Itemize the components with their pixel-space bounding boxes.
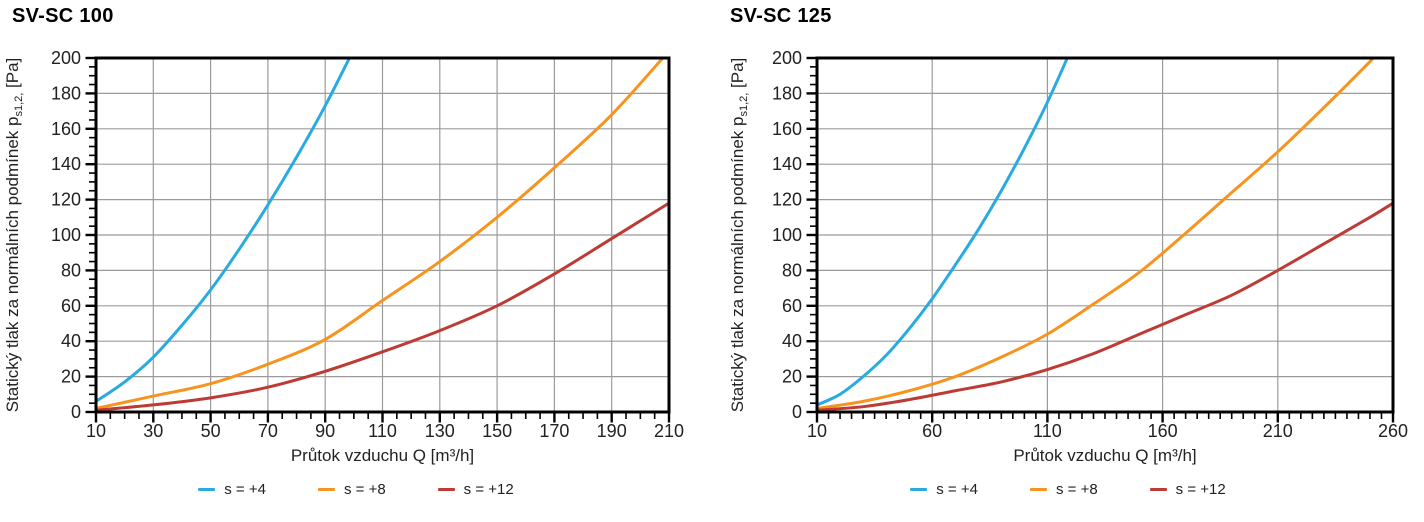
legend-item: s = +12 <box>1149 481 1226 498</box>
y-axis-label-subscript: s1,2, <box>13 93 25 117</box>
curve-s+12 <box>817 201 1393 412</box>
pressure-drop-chart: 10 30 50 70 90 110 130 150 170 190 210 0 20 40 60 80 100… <box>3 48 684 465</box>
legend-line-swatch <box>1029 488 1047 491</box>
y-tick-label: 40 <box>782 331 802 351</box>
y-tick-label: 160 <box>51 119 81 139</box>
legend-item: s = +8 <box>317 481 386 498</box>
gridlines <box>96 58 669 412</box>
legend-line-swatch <box>1149 488 1167 491</box>
y-tick-label: 60 <box>782 296 802 316</box>
curve-s+8 <box>96 58 665 410</box>
y-tick-label: 140 <box>772 154 802 174</box>
x-tick-label: 10 <box>807 421 827 441</box>
axis-ticks <box>806 56 1395 423</box>
curve-s+4 <box>817 58 1069 407</box>
y-tick-label: 100 <box>772 225 802 245</box>
legend-label: s = +4 <box>936 481 978 498</box>
chart-panel-sv-sc-125: SV-SC 125 10 60 110 160 210 260 0 20 40 60 80 100 12… <box>712 0 1424 522</box>
y-tick-label: 120 <box>772 190 802 210</box>
legend-label: s = +12 <box>1175 481 1226 498</box>
tick-labels: 10 30 50 70 90 110 130 150 170 190 210 0 20 40 60 80 100… <box>51 48 684 441</box>
chart-title: SV-SC 125 <box>730 5 832 27</box>
legend-label: s = +8 <box>1055 481 1098 498</box>
x-tick-label: 170 <box>539 421 569 441</box>
legend-line-swatch <box>198 488 216 491</box>
legend-item: s = +4 <box>910 481 978 498</box>
y-axis-label: Statický tlak za normálních podmínek ps1… <box>728 58 750 413</box>
curve-s+12 <box>96 201 669 412</box>
legend-line-swatch <box>317 488 335 491</box>
y-tick-label: 140 <box>51 154 81 174</box>
legend-item: s = +4 <box>198 481 266 498</box>
y-tick-label: 160 <box>772 119 802 139</box>
legend-label: s = +12 <box>463 481 514 498</box>
legend-item: s = +8 <box>1029 481 1098 498</box>
chart-panel-sv-sc-100: SV-SC 100 10 30 50 70 90 110 130 150 170 190 210 0 2… <box>0 5 712 498</box>
x-tick-label: 30 <box>143 421 163 441</box>
x-tick-label: 210 <box>654 421 684 441</box>
curve-s+4 <box>96 58 352 403</box>
x-tick-label: 110 <box>1033 421 1062 441</box>
x-axis-label: Průtok vzduchu Q [m³/h] <box>1013 446 1196 465</box>
gridlines <box>817 58 1393 412</box>
y-axis-label-subscript: s1,2, <box>738 93 750 117</box>
y-tick-label: 80 <box>782 260 802 280</box>
x-tick-label: 210 <box>1263 421 1293 441</box>
y-tick-label: 180 <box>51 83 81 103</box>
x-axis-label: Průtok vzduchu Q [m³/h] <box>291 446 474 465</box>
x-tick-label: 110 <box>368 421 397 441</box>
x-tick-label: 190 <box>597 421 627 441</box>
y-tick-label: 20 <box>61 367 81 387</box>
axis-ticks <box>85 56 671 423</box>
x-tick-label: 160 <box>1148 421 1178 441</box>
curve-s+8 <box>817 58 1376 410</box>
x-tick-label: 130 <box>425 421 455 441</box>
chart-legend: s = +4 s = +8 s = +12 <box>712 481 1424 498</box>
y-tick-label: 20 <box>782 367 802 387</box>
y-tick-label: 120 <box>51 190 81 210</box>
y-tick-label: 0 <box>71 402 81 422</box>
legend-label: s = +4 <box>224 481 266 498</box>
tick-labels: 10 60 110 160 210 260 0 20 40 60 80 100 120 140 160 180… <box>772 48 1408 441</box>
y-tick-label: 200 <box>772 48 802 68</box>
y-tick-label: 100 <box>51 225 81 245</box>
legend-line-swatch <box>437 488 455 491</box>
x-tick-label: 60 <box>922 421 942 441</box>
legend-line-swatch <box>910 488 928 491</box>
pressure-drop-chart: 10 60 110 160 210 260 0 20 40 60 80 100 120 140 160 180… <box>728 48 1408 465</box>
x-tick-label: 150 <box>482 421 512 441</box>
x-tick-label: 70 <box>258 421 278 441</box>
x-tick-label: 90 <box>315 421 335 441</box>
x-tick-label: 50 <box>201 421 221 441</box>
y-tick-label: 0 <box>792 402 802 422</box>
chart-title: SV-SC 100 <box>12 5 114 27</box>
y-tick-label: 200 <box>51 48 81 68</box>
y-tick-label: 40 <box>61 331 81 351</box>
chart-legend: s = +4 s = +8 s = +12 <box>0 481 712 498</box>
legend-label: s = +8 <box>343 481 386 498</box>
legend-item: s = +12 <box>437 481 514 498</box>
x-tick-label: 10 <box>86 421 106 441</box>
y-axis-label: Statický tlak za normálních podmínek ps1… <box>3 58 25 413</box>
x-tick-label: 260 <box>1378 421 1408 441</box>
y-tick-label: 60 <box>61 296 81 316</box>
y-tick-label: 80 <box>61 260 81 280</box>
y-tick-label: 180 <box>772 83 802 103</box>
